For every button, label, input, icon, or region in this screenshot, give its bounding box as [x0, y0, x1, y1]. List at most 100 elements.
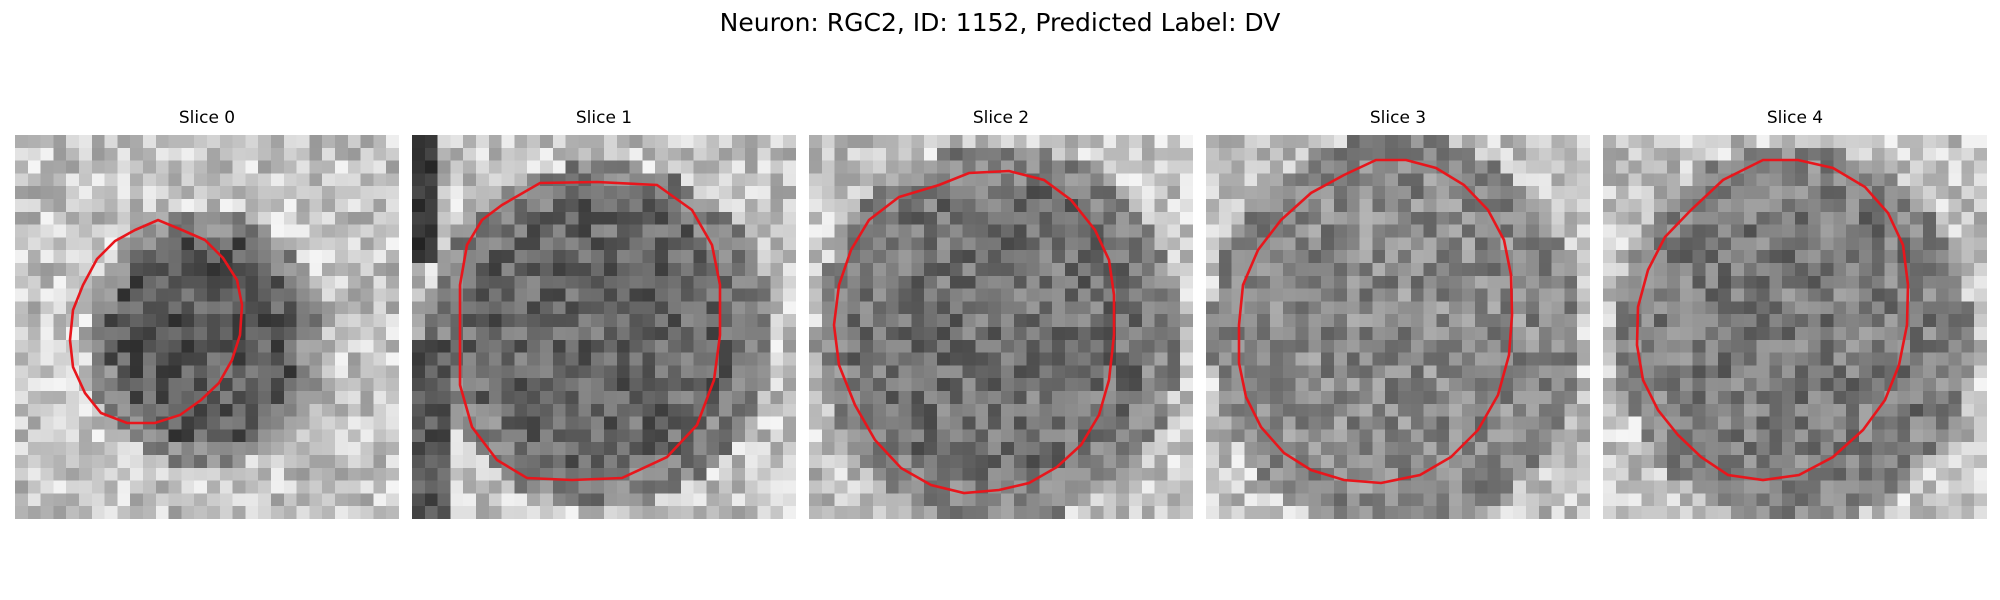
image-pixel [335, 378, 349, 392]
image-pixel [911, 301, 925, 315]
image-pixel [962, 211, 976, 226]
image-pixel [1935, 301, 1950, 315]
image-pixel [911, 211, 925, 226]
image-pixel [604, 224, 618, 238]
image-pixel [1615, 416, 1630, 430]
image-pixel [655, 224, 669, 238]
image-pixel [1679, 186, 1694, 200]
image-pixel [1372, 378, 1386, 392]
segmentation-contour [1635, 158, 1910, 482]
image-pixel [642, 467, 656, 482]
image-pixel [40, 352, 54, 366]
image-pixel [437, 403, 451, 418]
image-pixel [1731, 480, 1745, 494]
image-pixel [1538, 199, 1553, 213]
image-pixel [258, 199, 272, 213]
image-pixel [1859, 391, 1873, 405]
image-pixel [809, 263, 823, 277]
image-pixel [258, 416, 272, 430]
image-pixel [1090, 211, 1104, 226]
image-pixel [1615, 135, 1630, 149]
image-pixel [1449, 442, 1463, 456]
image-pixel [219, 211, 234, 226]
image-pixel [1526, 186, 1540, 200]
image-pixel [1718, 288, 1732, 302]
image-pixel [1308, 455, 1322, 469]
image-pixel [1372, 160, 1386, 174]
image-pixel [168, 314, 182, 328]
image-pixel [1334, 275, 1348, 290]
image-pixel [91, 173, 106, 187]
image-pixel [322, 506, 336, 519]
image-pixel [424, 506, 439, 519]
image-pixel [552, 211, 567, 226]
image-pixel [1282, 391, 1297, 405]
image-pixel [1449, 147, 1463, 162]
image-pixel [79, 288, 93, 302]
image-pixel [1564, 288, 1578, 302]
image-pixel [1667, 391, 1681, 405]
image-pixel [1090, 429, 1104, 443]
image-pixel [1782, 186, 1796, 200]
image-pixel [1154, 339, 1168, 354]
image-pixel [1910, 263, 1924, 277]
image-pixel [962, 173, 976, 187]
image-pixel [1257, 455, 1271, 469]
image-pixel [27, 416, 42, 430]
image-pixel [1270, 147, 1284, 162]
image-pixel [1487, 365, 1501, 379]
image-pixel [1346, 147, 1361, 162]
image-pixel [296, 378, 310, 392]
image-pixel [271, 327, 285, 341]
image-pixel [1961, 199, 1975, 213]
image-pixel [79, 250, 93, 264]
image-pixel [1026, 275, 1040, 290]
image-pixel [898, 160, 912, 174]
image-pixel [1667, 403, 1681, 418]
image-pixel [463, 391, 477, 405]
image-pixel [27, 211, 42, 226]
image-pixel [949, 314, 964, 328]
image-pixel [1154, 352, 1168, 366]
image-pixel [1065, 352, 1079, 366]
image-pixel [885, 314, 900, 328]
image-pixel [1756, 391, 1770, 405]
image-pixel [552, 416, 567, 430]
image-pixel [1026, 391, 1040, 405]
image-pixel [1795, 288, 1809, 302]
image-pixel [770, 327, 784, 341]
image-pixel [1218, 301, 1233, 315]
image-pixel [1167, 442, 1181, 456]
image-pixel [1538, 391, 1553, 405]
image-pixel [809, 327, 823, 341]
image-pixel [1948, 416, 1962, 430]
image-pixel [373, 429, 387, 443]
image-pixel [322, 224, 336, 238]
image-pixel [1615, 365, 1630, 379]
image-pixel [668, 327, 682, 341]
image-pixel [911, 275, 925, 290]
image-pixel [1948, 237, 1962, 251]
image-pixel [1154, 403, 1168, 418]
image-pixel [988, 327, 1002, 341]
image-pixel [450, 135, 464, 149]
image-pixel [591, 275, 605, 290]
image-pixel [949, 352, 964, 366]
image-pixel [1628, 173, 1642, 187]
image-pixel [437, 455, 451, 469]
image-pixel [1372, 135, 1386, 149]
image-pixel [91, 275, 106, 290]
image-pixel [1321, 339, 1335, 354]
image-pixel [668, 301, 682, 315]
image-pixel [66, 147, 80, 162]
image-pixel [143, 237, 157, 251]
image-pixel [104, 160, 118, 174]
image-pixel [1372, 442, 1386, 456]
image-pixel [53, 429, 67, 443]
image-pixel [437, 263, 451, 277]
image-pixel [1628, 442, 1642, 456]
image-pixel [271, 455, 285, 469]
image-pixel [79, 173, 93, 187]
image-pixel [283, 352, 298, 366]
image-pixel [1231, 429, 1245, 443]
